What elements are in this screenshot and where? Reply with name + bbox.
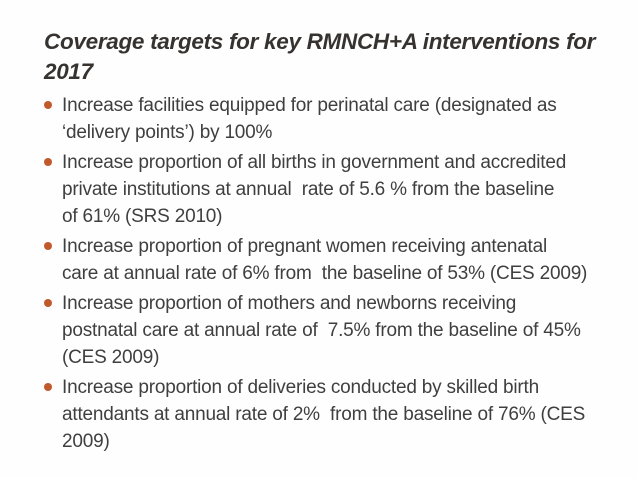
bullet-text: Increase facilities equipped for perinat… [62,95,557,143]
bullet-text: Increase proportion of pregnant women re… [62,236,588,284]
list-item: Increase proportion of all births in gov… [44,149,629,230]
circle-bullet-icon [44,383,52,391]
list-item: Increase proportion of deliveries conduc… [44,374,629,455]
bullet-list: Increase facilities equipped for perinat… [44,92,629,458]
circle-bullet-icon [44,299,52,307]
circle-bullet-icon [44,158,52,166]
list-item: Increase proportion of pregnant women re… [44,233,629,287]
circle-bullet-icon [44,242,52,250]
bullet-text: Increase proportion of deliveries conduc… [62,377,586,452]
bullet-text: Increase proportion of all births in gov… [62,152,567,227]
circle-bullet-icon [44,101,52,109]
list-item: Increase facilities equipped for perinat… [44,92,629,146]
bullet-text: Increase proportion of mothers and newbo… [62,293,581,368]
slide-title: Coverage targets for key RMNCH+A interve… [44,29,596,84]
list-item: Increase proportion of mothers and newbo… [44,290,629,371]
